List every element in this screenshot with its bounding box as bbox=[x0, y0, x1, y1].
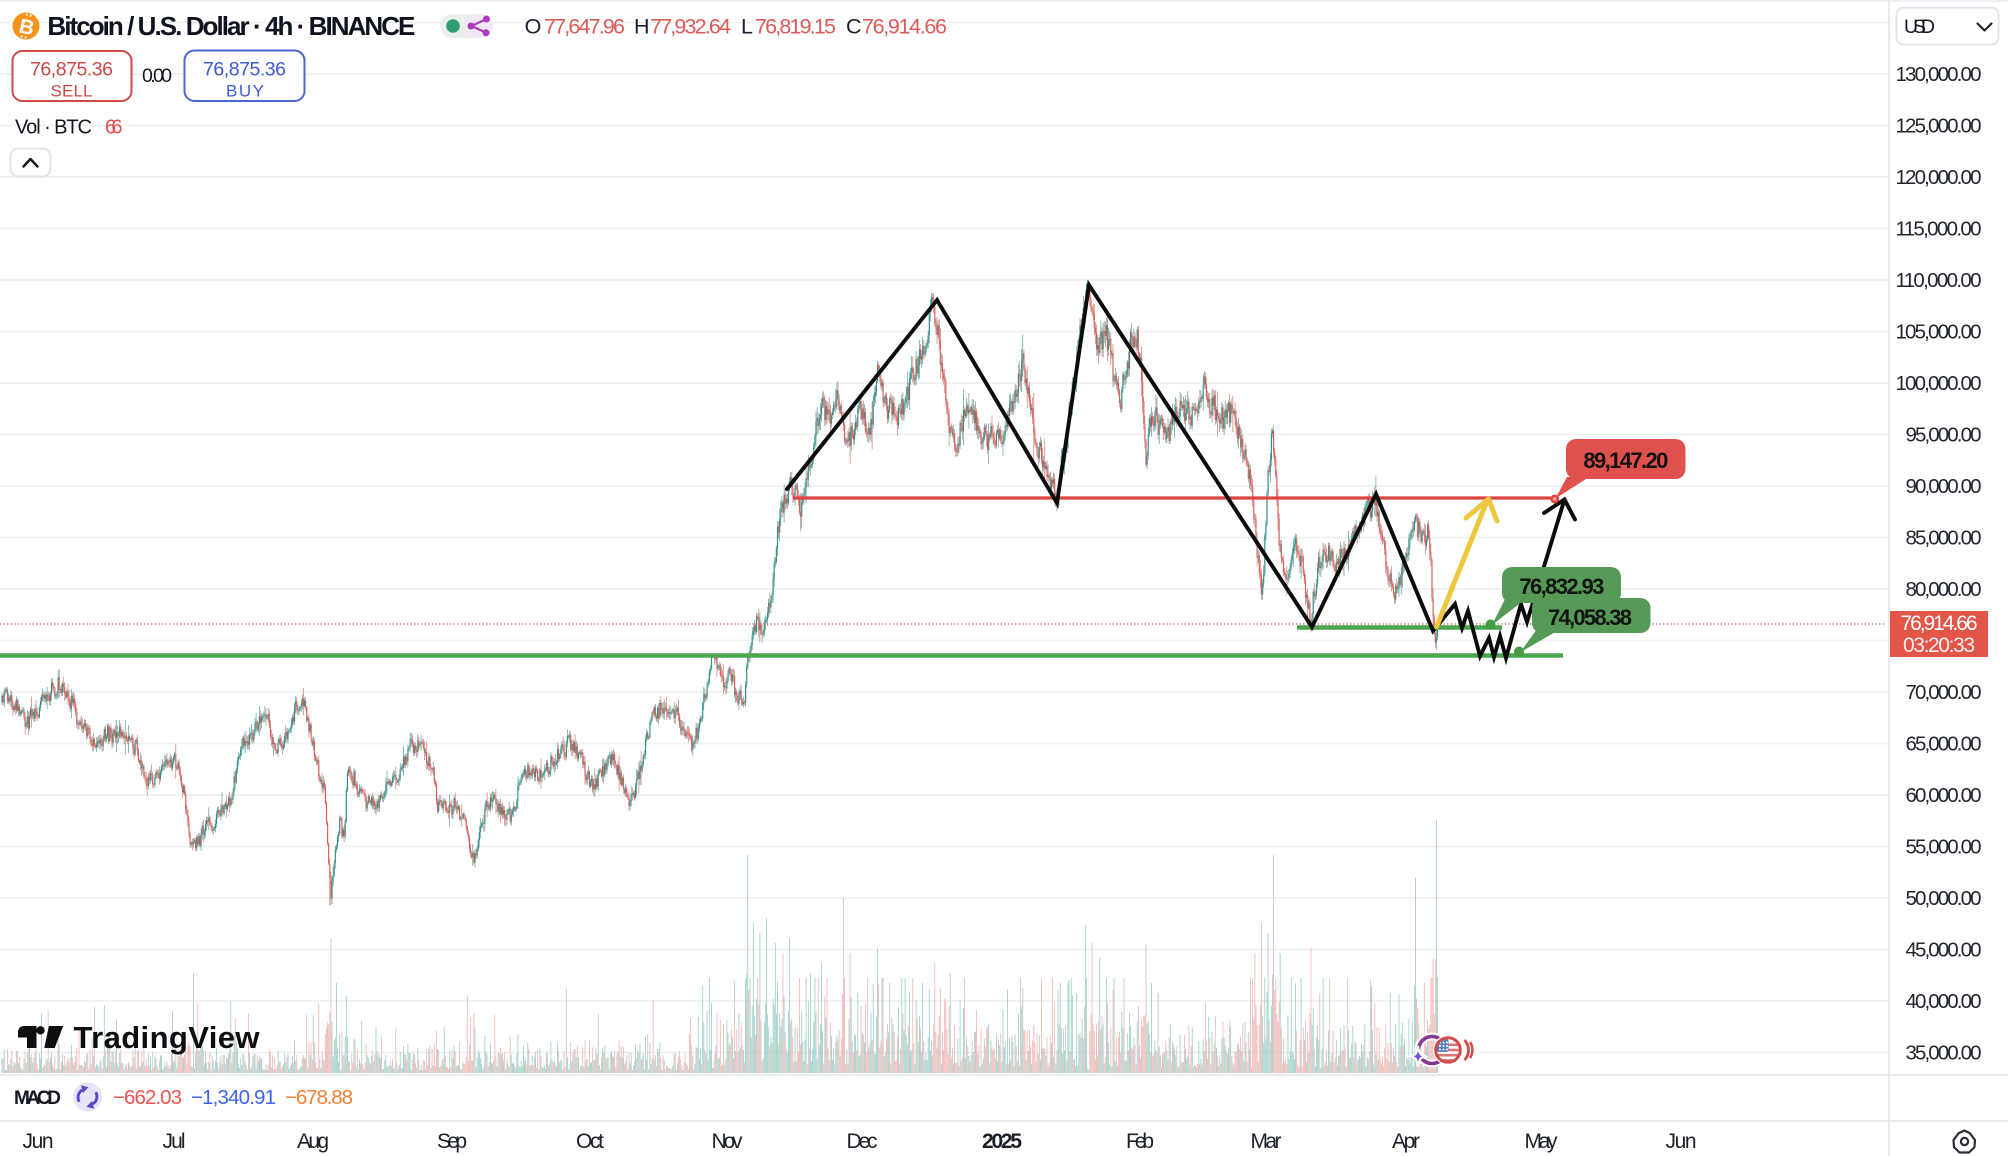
svg-text:110,000.00: 110,000.00 bbox=[1896, 269, 1982, 292]
svg-text:76,875.36: 76,875.36 bbox=[203, 59, 286, 81]
svg-text:76,914.66: 76,914.66 bbox=[862, 15, 947, 39]
svg-text:100,000.00: 100,000.00 bbox=[1896, 372, 1982, 395]
svg-text:Jul: Jul bbox=[163, 1130, 186, 1153]
svg-text:C: C bbox=[846, 15, 862, 39]
svg-text:45,000.00: 45,000.00 bbox=[1906, 939, 1982, 962]
svg-text:Apr: Apr bbox=[1392, 1130, 1420, 1153]
svg-text:89,147.20: 89,147.20 bbox=[1583, 448, 1668, 473]
svg-text:H: H bbox=[634, 15, 650, 39]
svg-text:Dec: Dec bbox=[847, 1130, 878, 1153]
svg-text:MACD: MACD bbox=[14, 1088, 61, 1109]
svg-text:Jun: Jun bbox=[23, 1130, 54, 1153]
svg-text:−678.88: −678.88 bbox=[285, 1086, 353, 1109]
svg-text:125,000.00: 125,000.00 bbox=[1896, 115, 1982, 138]
svg-text:USD: USD bbox=[1904, 16, 1935, 38]
svg-text:77,932.64: 77,932.64 bbox=[650, 15, 731, 39]
svg-text:Oct: Oct bbox=[576, 1130, 604, 1153]
svg-text:60,000.00: 60,000.00 bbox=[1906, 784, 1982, 807]
svg-text:74,058.38: 74,058.38 bbox=[1548, 605, 1632, 630]
svg-text:Mar: Mar bbox=[1251, 1130, 1282, 1153]
svg-text:80,000.00: 80,000.00 bbox=[1906, 578, 1982, 601]
svg-text:76,875.36: 76,875.36 bbox=[30, 59, 113, 81]
svg-text:Vol · BTC: Vol · BTC bbox=[15, 117, 92, 139]
svg-text:55,000.00: 55,000.00 bbox=[1906, 836, 1982, 859]
svg-text:L: L bbox=[741, 15, 753, 39]
svg-text:B: B bbox=[17, 14, 37, 40]
svg-text:120,000.00: 120,000.00 bbox=[1896, 166, 1982, 189]
svg-text:40,000.00: 40,000.00 bbox=[1906, 990, 1982, 1013]
svg-text:−662.03: −662.03 bbox=[113, 1086, 182, 1109]
svg-text:−1,340.91: −1,340.91 bbox=[191, 1086, 276, 1109]
svg-text:Nov: Nov bbox=[712, 1130, 744, 1153]
svg-text:Sep: Sep bbox=[437, 1130, 467, 1153]
svg-text:50,000.00: 50,000.00 bbox=[1906, 887, 1982, 910]
svg-text:76,832.93: 76,832.93 bbox=[1519, 574, 1604, 599]
svg-text:65,000.00: 65,000.00 bbox=[1906, 733, 1982, 756]
svg-text:0.00: 0.00 bbox=[142, 65, 172, 87]
svg-text:85,000.00: 85,000.00 bbox=[1906, 527, 1982, 550]
svg-text:Feb: Feb bbox=[1126, 1130, 1154, 1153]
svg-text:70,000.00: 70,000.00 bbox=[1906, 681, 1982, 704]
svg-text:SELL: SELL bbox=[51, 82, 93, 101]
svg-text:77,647.96: 77,647.96 bbox=[544, 15, 625, 39]
svg-text:TradingView: TradingView bbox=[74, 1020, 261, 1055]
svg-text:76,819.15: 76,819.15 bbox=[755, 15, 836, 39]
svg-text:66: 66 bbox=[105, 117, 123, 139]
svg-text:90,000.00: 90,000.00 bbox=[1906, 475, 1982, 498]
svg-text:Jun: Jun bbox=[1666, 1130, 1697, 1153]
svg-text:Aug: Aug bbox=[297, 1130, 329, 1153]
svg-text:95,000.00: 95,000.00 bbox=[1906, 424, 1982, 447]
svg-text:May: May bbox=[1525, 1130, 1559, 1153]
svg-text:Bitcoin / U.S. Dollar · 4h · B: Bitcoin / U.S. Dollar · 4h · BINANCE bbox=[47, 11, 415, 41]
svg-text:115,000.00: 115,000.00 bbox=[1896, 218, 1982, 241]
svg-text:76,914.66: 76,914.66 bbox=[1901, 612, 1978, 635]
svg-text:O: O bbox=[525, 15, 542, 39]
svg-text:03:20:33: 03:20:33 bbox=[1903, 634, 1975, 657]
svg-text:105,000.00: 105,000.00 bbox=[1896, 321, 1982, 344]
svg-text:35,000.00: 35,000.00 bbox=[1906, 1042, 1982, 1065]
svg-text:130,000.00: 130,000.00 bbox=[1896, 63, 1982, 86]
svg-text:BUY: BUY bbox=[226, 82, 264, 101]
svg-text:2025: 2025 bbox=[982, 1130, 1022, 1153]
